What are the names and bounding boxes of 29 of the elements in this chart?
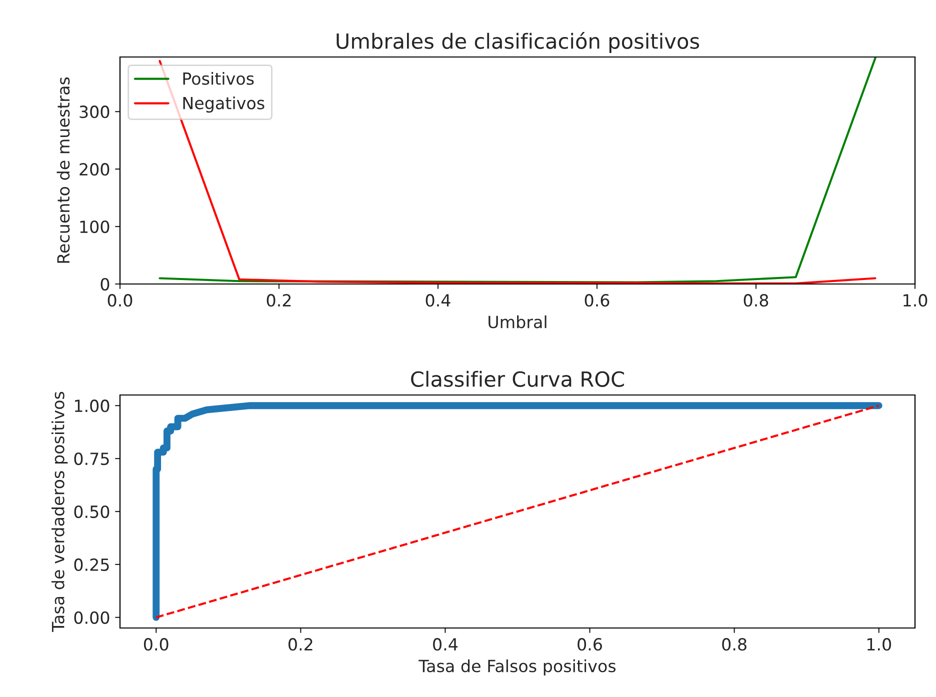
x-tick-label: 0.4 [426,294,450,307]
x-tick-label: 0.0 [108,294,132,307]
x-tick-label: 0.8 [722,638,746,651]
x-tick-label: 1.0 [867,638,892,651]
x-tick-label: 1.0 [904,294,928,307]
legend-label: Positivos [183,72,254,85]
y-tick-label: 200 [80,163,110,176]
y-tick-label: 0.75 [74,452,109,466]
y-tick-label: 0 [100,278,110,291]
y-tick-label: 0.00 [74,611,110,624]
y-tick-label: 100 [80,220,110,234]
y-tick-label: 0.25 [74,558,109,572]
x-tick-label: 0.8 [744,294,768,307]
y-axis-title: Recuento de muestras [56,77,70,263]
y-tick-label: 300 [80,106,110,118]
y-tick-label: 0.50 [74,505,110,518]
x-tick-label: 0.6 [584,294,610,307]
chart-title: Classifier Curva ROC [411,370,624,387]
x-axis-title: Tasa de Falsos positivos [418,659,616,676]
x-tick-label: 0.2 [288,638,312,651]
x-tick-label: 0.4 [433,638,458,651]
y-axis-title: Tasa de verdaderos positivos [51,392,68,632]
chart-title: Umbrales de clasificación positivos [336,32,700,53]
x-tick-label: 0.2 [266,294,291,307]
x-tick-label: 0.0 [144,638,168,651]
x-tick-label: 0.6 [578,638,602,651]
legend-label: Negativos [183,96,264,113]
y-tick-label: 1.00 [75,400,110,412]
x-axis-title: Umbral [488,315,546,328]
